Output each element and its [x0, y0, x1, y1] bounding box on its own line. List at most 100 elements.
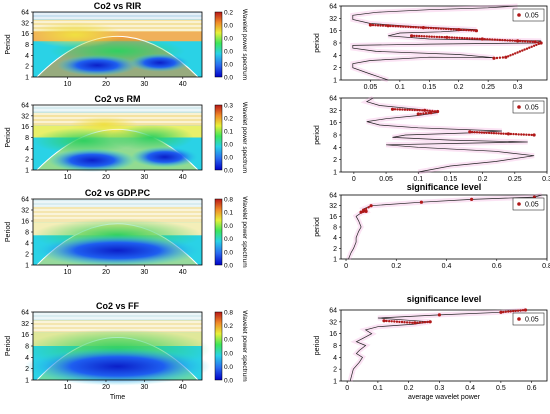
significant-point	[381, 24, 385, 27]
y-tick-label: 64	[21, 10, 29, 17]
y-tick-label: 2	[25, 157, 29, 164]
colorbar-tick-label: 0.2	[224, 10, 233, 17]
significant-point	[512, 132, 515, 136]
x-tick-label: 10	[64, 384, 72, 391]
significant-point	[523, 48, 526, 51]
significant-point	[439, 27, 443, 30]
colorbar-tick-label: 0.0	[224, 49, 233, 56]
x-tick-label: 0.1	[395, 84, 405, 91]
y-tick-label: 16	[329, 214, 337, 221]
significant-point	[485, 131, 488, 134]
significant-point	[467, 29, 470, 32]
significant-point	[395, 320, 399, 323]
heatmap-panel-co2-vs-rm: Co2 vs RM 1 2 4 8 16 32 64 Period 10 20 30 40 0.3 0.2 0…	[5, 94, 248, 181]
y-tick-label: 32	[21, 208, 29, 215]
significant-point	[391, 24, 395, 28]
y-tick-label: 8	[333, 343, 337, 350]
significant-point	[503, 39, 507, 42]
significant-point	[521, 309, 525, 312]
significant-point	[437, 313, 441, 317]
x-tick-label: 0.25	[481, 84, 495, 91]
significant-point	[369, 204, 373, 208]
colorbar-label: Wavelet power spectrum	[241, 310, 248, 381]
significant-point	[413, 321, 417, 325]
significant-point	[530, 45, 533, 48]
significant-point	[403, 321, 406, 324]
y-tick-label: 64	[21, 103, 29, 110]
significant-point	[428, 320, 432, 324]
significant-point	[509, 310, 512, 313]
significant-point	[455, 28, 458, 31]
heatmap-panel-co2-vs-gdppc: Co2 vs GDP.PC 1 2 4 8 16 32 64 Period 10 20 30 40 0.8…	[5, 188, 248, 276]
significant-point	[402, 25, 405, 28]
y-tick-label: 2	[25, 252, 29, 259]
significant-point	[393, 108, 397, 111]
significant-point	[419, 200, 423, 204]
y-tick-label: 64	[329, 193, 337, 200]
y-tick-label: 32	[21, 321, 29, 328]
significant-point	[509, 132, 513, 136]
colorbar	[214, 104, 223, 171]
y-tick-label: 1	[333, 78, 337, 85]
significant-point	[480, 131, 483, 134]
significant-point	[518, 39, 522, 43]
significant-point	[525, 47, 529, 50]
significant-point	[490, 131, 493, 135]
significant-point	[523, 40, 527, 43]
y-tick-label: 16	[329, 331, 337, 338]
x-tick-label: 0.3	[542, 176, 550, 183]
colorbar-tick-label: 0.1	[224, 210, 233, 217]
significant-point	[418, 321, 422, 324]
significant-point	[531, 40, 534, 43]
legend-label: 0.05	[525, 105, 539, 112]
x-tick-label: 0.4	[442, 263, 452, 270]
significant-point	[514, 52, 517, 55]
significant-point	[421, 109, 424, 112]
significant-point	[471, 37, 474, 40]
legend-marker	[517, 317, 521, 321]
colorbar-tick-label: 0.0	[224, 23, 233, 30]
significant-point	[457, 28, 461, 32]
x-tick-label: 0.1	[413, 176, 423, 183]
significant-point	[421, 26, 425, 30]
colorbar-tick-label: 0.0	[224, 223, 233, 230]
significant-point	[421, 321, 424, 324]
heatmap-panel-co2-vs-ff: Co2 vs FF 1 2 4 8 16 32 64 Period 10 20 30 40 Time 0.8…	[5, 301, 248, 401]
significant-point	[398, 320, 401, 324]
significant-point	[498, 56, 502, 59]
significant-point	[501, 38, 504, 42]
y-tick-label: 8	[25, 42, 29, 49]
colorbar-tick-label: 0.0	[224, 236, 233, 243]
significant-point	[407, 25, 410, 28]
significant-point	[416, 112, 420, 116]
colorbar-tick-label: 0.8	[224, 197, 233, 204]
significant-point	[506, 132, 510, 136]
significant-point	[495, 132, 498, 135]
significant-point	[499, 132, 503, 135]
x-tick-label: 40	[179, 384, 187, 391]
significant-point	[460, 36, 464, 40]
significant-point	[465, 37, 469, 40]
colorbar-label: Wavelet power spectrum	[241, 9, 248, 80]
y-tick-label: 8	[333, 225, 337, 232]
significant-point	[419, 26, 423, 29]
x-tick-label: 0	[344, 263, 348, 270]
x-tick-label: 0.2	[391, 263, 401, 270]
significant-point	[516, 309, 520, 312]
significant-point	[442, 27, 445, 30]
power-panel-gdppc: 1 2 4 8 16 32 64 period 0 0.2 0.4 0.6 0.8 0.05	[314, 193, 550, 271]
x-tick-label: 0.6	[492, 263, 502, 270]
y-tick-label: 64	[329, 4, 337, 11]
x-tick-label: 0.15	[422, 84, 436, 91]
significant-point	[478, 37, 481, 41]
x-tick-label: 0.3	[513, 84, 523, 91]
y-tick-label: 16	[21, 31, 29, 38]
y-tick-label: 2	[333, 157, 337, 164]
colorbar-tick-label: 0.8	[224, 310, 233, 317]
colorbar-tick-label: 0.0	[224, 36, 233, 43]
significant-point	[400, 320, 404, 324]
significant-point	[499, 310, 503, 314]
heatmap-panel-co2-vs-rir: Co2 vs RIR 1 2 4 8 16 32 64 Period 10 20 30 40 0.2 0.0…	[5, 1, 248, 88]
significant-point	[436, 109, 440, 114]
legend-box	[512, 8, 545, 22]
